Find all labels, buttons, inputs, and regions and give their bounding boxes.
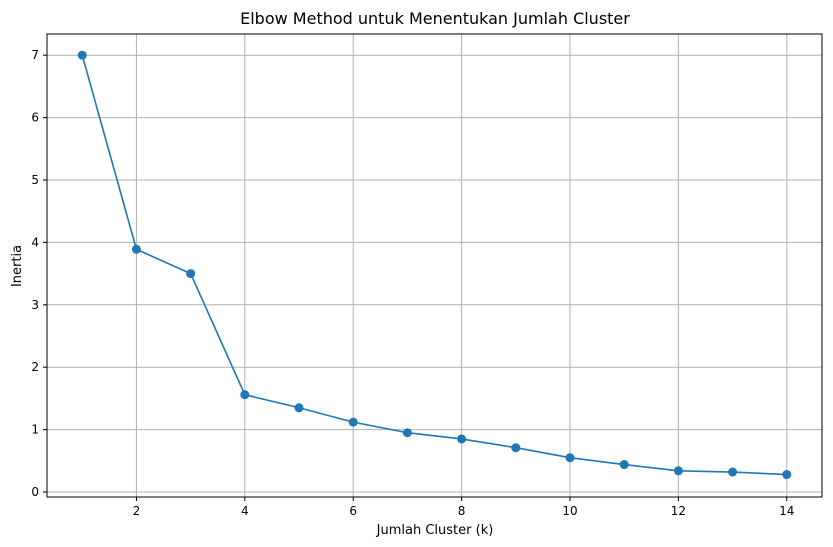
x-tick-label: 8 (458, 504, 466, 518)
data-point (294, 403, 304, 413)
grid-layer (47, 34, 822, 497)
x-tick-label: 6 (349, 504, 357, 518)
data-point (240, 390, 250, 400)
y-tick-label: 2 (31, 360, 39, 374)
x-axis-label: Jumlah Cluster (k) (376, 523, 494, 538)
x-tick-label: 4 (241, 504, 249, 518)
series-layer (77, 50, 792, 480)
data-point (77, 50, 87, 60)
x-tick-label: 14 (779, 504, 794, 518)
plot-frame (46, 33, 823, 498)
data-point (457, 434, 467, 444)
y-tick-label: 1 (31, 423, 39, 437)
data-point (511, 443, 521, 453)
data-point (565, 453, 575, 463)
y-tick-label: 7 (31, 48, 39, 62)
x-tick-label: 10 (562, 504, 577, 518)
y-tick-label: 6 (31, 111, 39, 125)
data-point (131, 244, 141, 254)
data-point (728, 467, 738, 477)
data-point (782, 470, 792, 480)
data-point (619, 460, 629, 470)
y-tick-label: 4 (31, 235, 39, 249)
data-point (673, 466, 683, 476)
y-axis-label: Inertia (10, 245, 25, 287)
data-point (186, 269, 196, 279)
y-tick-label: 3 (31, 298, 39, 312)
data-point (348, 417, 358, 427)
y-tick-label: 0 (31, 485, 39, 499)
x-tick-label: 2 (133, 504, 141, 518)
chart-title: Elbow Method untuk Menentukan Jumlah Clu… (240, 9, 630, 28)
y-tick-label: 5 (31, 173, 39, 187)
data-point (402, 428, 412, 438)
series-line (81, 55, 787, 476)
x-tick-label: 12 (671, 504, 686, 518)
